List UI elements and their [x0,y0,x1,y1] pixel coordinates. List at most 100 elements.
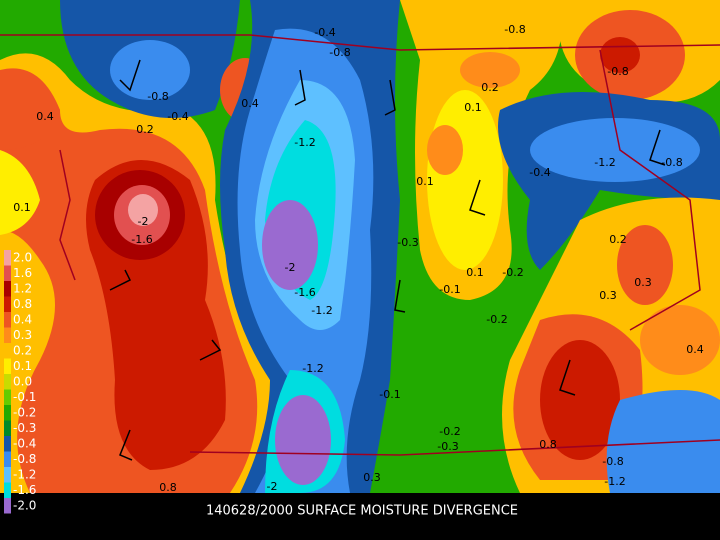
contour-label: -1.2 [294,136,315,149]
contour-label: 0.3 [599,289,617,302]
legend-swatch [4,482,11,498]
legend-swatch [4,389,11,405]
legend-swatch [4,405,11,421]
contour-label: -0.8 [147,90,168,103]
contour-label: -0.2 [439,425,460,438]
legend-swatch [4,358,11,374]
legend-swatch [4,281,11,297]
contour-label: -1.2 [302,362,323,375]
legend-swatch [4,436,11,452]
contour-label: 0.4 [241,97,259,110]
region-orange-center [427,125,463,175]
legend-swatch [4,296,11,312]
legend-label: -0.1 [13,390,36,404]
legend-label: -0.3 [13,421,36,435]
contour-label: -2 [138,215,149,228]
region-orange-right-small [617,225,673,305]
wind-barb [469,179,486,216]
contour-label: -0.1 [439,283,460,296]
contour-label: -2 [267,480,278,493]
contour-labels: 0.40.1-0.8-0.40.20.4-0.8-1.2-2-1.6-1.2-1… [13,23,704,494]
legend-swatch [4,312,11,328]
contour-label: 0.4 [686,343,704,356]
contour-label: -0.8 [602,455,623,468]
legend-swatch [4,420,11,436]
contour-label: -0.1 [379,388,400,401]
border-line [189,439,720,456]
legend-label: -0.2 [13,405,36,419]
map-field [0,0,720,493]
contour-label: 0.3 [363,471,381,484]
wind-barb [119,429,133,461]
contour-label: 0.1 [416,175,434,188]
state-borders [0,34,720,456]
wind-barb [559,359,576,396]
contour-label: 0.1 [466,266,484,279]
contour-label: 0.8 [539,438,557,451]
wind-barb [649,129,666,166]
border-line [59,149,76,281]
region-pink-core [128,194,158,226]
region-orange-edge [640,305,720,375]
contour-label: -0.4 [167,110,188,123]
contour-label: 0.1 [13,201,31,214]
region-blue-topleft-inner [110,40,190,100]
legend-label: -0.8 [13,452,36,466]
contour-label: -1.2 [311,304,332,317]
contour-label: -0.2 [486,313,507,326]
legend-label: 0.2 [13,343,32,357]
legend-label: 0.3 [13,328,32,342]
contour-label: -0.4 [314,26,335,39]
wind-barb [394,279,406,313]
contour-label: -1.6 [294,286,315,299]
contour-label: -0.8 [607,65,628,78]
border-line [599,49,701,331]
legend-label: 1.6 [13,266,32,280]
contour-label: 0.2 [609,233,627,246]
legend-swatch [4,467,11,483]
wind-barb [109,269,132,291]
contour-label: -0.3 [437,440,458,453]
legend-label: -1.6 [13,483,36,497]
contour-label: -0.2 [502,266,523,279]
legend-swatch [4,343,11,359]
contour-label: -1.2 [604,475,625,488]
legend-swatch [4,327,11,343]
contour-label: -0.8 [329,46,350,59]
legend-label: 0.4 [13,312,32,326]
wind-barbs [109,59,666,461]
legend-label: 1.2 [13,281,32,295]
region-red-right [540,340,620,460]
contour-label: -0.8 [661,156,682,169]
wind-barb [199,339,222,361]
contour-label: 0.4 [36,110,54,123]
border-line [0,34,720,51]
wind-barb [294,69,306,106]
region-yellow-edge [0,150,40,235]
contour-label: -0.4 [529,166,550,179]
color-legend: 2.01.61.20.80.40.30.20.10.0-0.1-0.2-0.3-… [4,250,36,514]
contour-label: -2 [285,261,296,274]
contour-label: -1.2 [594,156,615,169]
legend-swatch [4,250,11,266]
legend-label: 2.0 [13,250,32,264]
region-lightblue-right [530,118,700,182]
legend-label: 0.1 [13,359,32,373]
wind-barb [384,79,396,116]
contour-label: -0.3 [397,236,418,249]
legend-label: -1.2 [13,467,36,481]
map-title: 140628/2000 SURFACE MOISTURE DIVERGENCE [206,504,518,519]
contour-label: -0.8 [504,23,525,36]
region-orange-topleft [0,68,60,150]
region-orange-center-top [460,52,520,88]
contour-label: 0.2 [136,123,154,136]
region-yellow-light [427,90,503,270]
legend-swatch [4,498,11,514]
contour-label: -1.6 [131,233,152,246]
contour-label: 0.8 [159,481,177,494]
legend-label: 0.0 [13,374,32,388]
contour-label: 0.2 [481,81,499,94]
contour-label: 0.3 [634,276,652,289]
